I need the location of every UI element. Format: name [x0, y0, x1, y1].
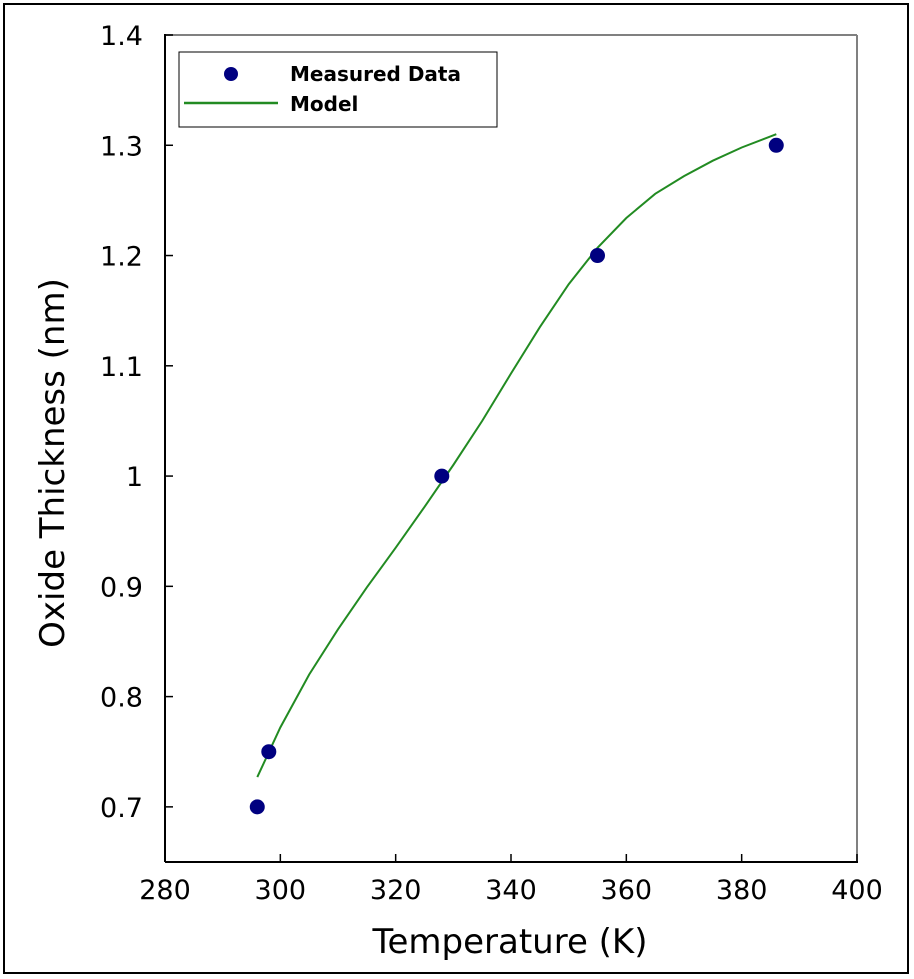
figure-border — [3, 3, 909, 974]
x-tick-label: 380 — [716, 875, 768, 906]
y-tick-label: 0.7 — [100, 793, 143, 824]
x-tick-label: 320 — [370, 875, 422, 906]
data-point — [249, 799, 265, 815]
legend-marker-measured-data — [224, 67, 238, 81]
y-axis: 0.7 0.8 0.9 1 1.1 1.2 1.3 1.4 — [100, 21, 173, 824]
series-layer — [249, 133, 784, 815]
legend-box — [178, 51, 498, 128]
x-axis-title: Temperature (K) — [371, 922, 647, 962]
y-tick-label: 1.3 — [100, 131, 143, 162]
data-point — [261, 744, 277, 760]
y-tick-label: 0.8 — [100, 683, 143, 714]
x-tick-label: 300 — [255, 875, 307, 906]
data-point — [434, 468, 450, 484]
x-tick-label: 400 — [831, 875, 883, 906]
x-tick-label: 360 — [601, 875, 653, 906]
legend-label-model: Model — [290, 92, 358, 116]
y-tick-label: 1 — [126, 462, 143, 493]
x-axis: 280 300 320 340 360 380 400 — [139, 854, 883, 906]
plot-frame — [164, 34, 858, 863]
y-tick-label: 1.4 — [100, 21, 143, 52]
x-tick-label: 280 — [139, 875, 191, 906]
legend: Measured Data Model — [178, 51, 498, 128]
y-tick-label: 1.1 — [100, 352, 143, 383]
x-tick-label: 340 — [485, 875, 537, 906]
legend-label-measured-data: Measured Data — [290, 62, 461, 86]
data-point — [768, 137, 784, 153]
model-line — [256, 133, 777, 778]
y-tick-label: 1.2 — [100, 242, 143, 273]
y-tick-label: 0.9 — [100, 572, 143, 603]
y-axis-title: Oxide Thickness (nm) — [33, 278, 73, 648]
data-point — [590, 248, 605, 264]
